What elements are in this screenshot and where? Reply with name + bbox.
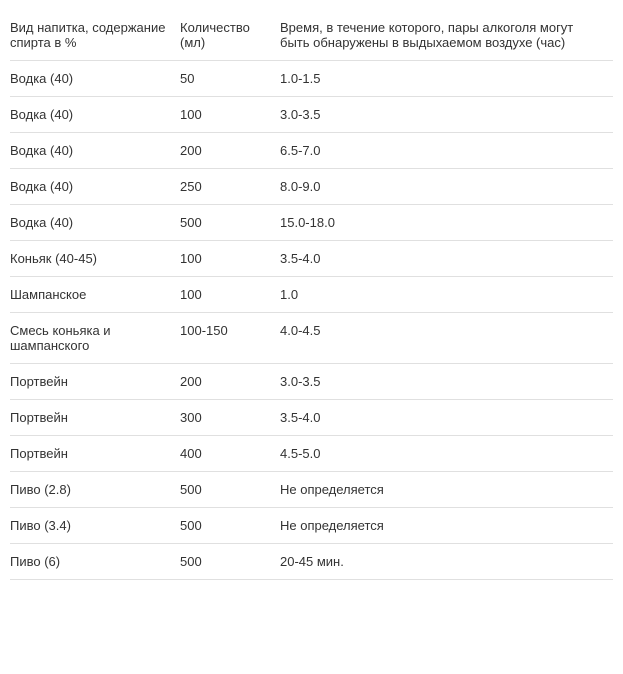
cell-amount: 300 xyxy=(180,400,280,436)
alcohol-detection-table: Вид напитка, содержание спирта в % Колич… xyxy=(10,10,613,580)
cell-drink: Коньяк (40-45) xyxy=(10,241,180,277)
cell-amount: 100 xyxy=(180,97,280,133)
cell-drink: Водка (40) xyxy=(10,205,180,241)
cell-time: 3.0-3.5 xyxy=(280,364,613,400)
cell-drink: Водка (40) xyxy=(10,97,180,133)
cell-time: 1.0-1.5 xyxy=(280,61,613,97)
cell-time: 4.0-4.5 xyxy=(280,313,613,364)
header-drink: Вид напитка, содержание спирта в % xyxy=(10,10,180,61)
cell-drink: Пиво (2.8) xyxy=(10,472,180,508)
table-row: Шампанское 100 1.0 xyxy=(10,277,613,313)
cell-amount: 400 xyxy=(180,436,280,472)
table-row: Портвейн 400 4.5-5.0 xyxy=(10,436,613,472)
cell-time: 6.5-7.0 xyxy=(280,133,613,169)
table-row: Коньяк (40-45) 100 3.5-4.0 xyxy=(10,241,613,277)
header-time: Время, в течение которого, пары алкоголя… xyxy=(280,10,613,61)
cell-drink: Портвейн xyxy=(10,436,180,472)
cell-time: Не определяется xyxy=(280,472,613,508)
cell-drink: Смесь коньяка и шампанского xyxy=(10,313,180,364)
cell-drink: Водка (40) xyxy=(10,169,180,205)
cell-amount: 100 xyxy=(180,277,280,313)
cell-amount: 50 xyxy=(180,61,280,97)
cell-time: 3.5-4.0 xyxy=(280,241,613,277)
table-row: Водка (40) 200 6.5-7.0 xyxy=(10,133,613,169)
cell-amount: 500 xyxy=(180,544,280,580)
cell-amount: 100 xyxy=(180,241,280,277)
cell-drink: Пиво (3.4) xyxy=(10,508,180,544)
table-row: Пиво (3.4) 500 Не определяется xyxy=(10,508,613,544)
table-row: Пиво (6) 500 20-45 мин. xyxy=(10,544,613,580)
cell-time: 3.5-4.0 xyxy=(280,400,613,436)
table-row: Водка (40) 100 3.0-3.5 xyxy=(10,97,613,133)
table-row: Водка (40) 250 8.0-9.0 xyxy=(10,169,613,205)
cell-drink: Портвейн xyxy=(10,364,180,400)
cell-amount: 500 xyxy=(180,205,280,241)
cell-amount: 250 xyxy=(180,169,280,205)
cell-drink: Портвейн xyxy=(10,400,180,436)
cell-drink: Водка (40) xyxy=(10,133,180,169)
table-row: Портвейн 300 3.5-4.0 xyxy=(10,400,613,436)
cell-time: 8.0-9.0 xyxy=(280,169,613,205)
cell-amount: 200 xyxy=(180,133,280,169)
cell-time: 15.0-18.0 xyxy=(280,205,613,241)
cell-drink: Шампанское xyxy=(10,277,180,313)
cell-drink: Пиво (6) xyxy=(10,544,180,580)
table-header-row: Вид напитка, содержание спирта в % Колич… xyxy=(10,10,613,61)
table-row: Пиво (2.8) 500 Не определяется xyxy=(10,472,613,508)
table-body: Водка (40) 50 1.0-1.5 Водка (40) 100 3.0… xyxy=(10,61,613,580)
cell-time: 4.5-5.0 xyxy=(280,436,613,472)
header-amount: Количество (мл) xyxy=(180,10,280,61)
cell-time: 1.0 xyxy=(280,277,613,313)
cell-amount: 500 xyxy=(180,472,280,508)
table-row: Смесь коньяка и шампанского 100-150 4.0-… xyxy=(10,313,613,364)
cell-time: 20-45 мин. xyxy=(280,544,613,580)
cell-drink: Водка (40) xyxy=(10,61,180,97)
table-row: Водка (40) 500 15.0-18.0 xyxy=(10,205,613,241)
cell-amount: 200 xyxy=(180,364,280,400)
cell-time: Не определяется xyxy=(280,508,613,544)
cell-time: 3.0-3.5 xyxy=(280,97,613,133)
table-row: Водка (40) 50 1.0-1.5 xyxy=(10,61,613,97)
cell-amount: 100-150 xyxy=(180,313,280,364)
cell-amount: 500 xyxy=(180,508,280,544)
table-row: Портвейн 200 3.0-3.5 xyxy=(10,364,613,400)
